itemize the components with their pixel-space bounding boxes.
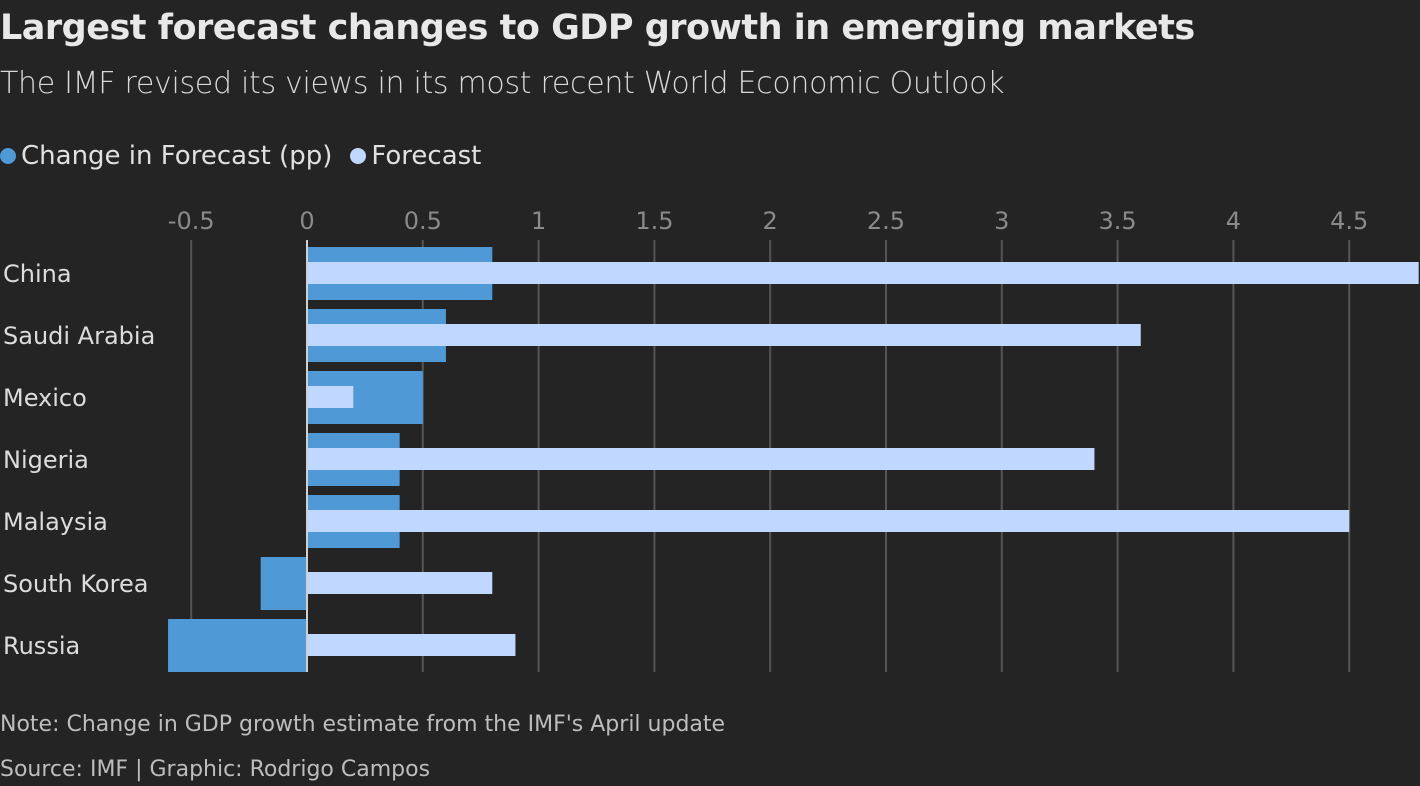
chart-subtitle: The IMF revised its views in its most re…	[0, 66, 1005, 101]
x-tick-label: 4.5	[1330, 207, 1368, 235]
bar-chart: -0.5 0 0.5 1 1.5 2 2.5 3 3.5 4 4.5 China Saudi Arabi…	[3, 207, 1419, 672]
x-tick-label: 2.5	[867, 207, 905, 235]
category-label: Malaysia	[3, 508, 108, 536]
x-tick-label: 2	[763, 207, 778, 235]
legend-dot-forecast-icon	[350, 148, 367, 164]
chart-note: Note: Change in GDP growth estimate from…	[0, 712, 726, 737]
legend-item-forecast: Forecast	[350, 141, 481, 171]
bar-forecast	[307, 634, 516, 656]
category-label: Nigeria	[3, 446, 89, 474]
category-label: Saudi Arabia	[3, 322, 155, 350]
x-tick-label: 0	[299, 207, 314, 235]
category-label: China	[3, 260, 72, 288]
legend: Change in Forecast (pp) Forecast	[0, 141, 481, 171]
legend-label-forecast: Forecast	[371, 141, 482, 171]
chart-source: Source: IMF | Graphic: Rodrigo Campos	[0, 757, 431, 782]
x-tick-label: 1	[531, 207, 546, 235]
category-label: South Korea	[3, 570, 148, 598]
x-tick-label: 4	[1226, 207, 1241, 235]
bar-forecast	[307, 510, 1350, 532]
chart-title: Largest forecast changes to GDP growth i…	[0, 8, 1195, 48]
category-label: Russia	[3, 632, 80, 660]
legend-label-change: Change in Forecast (pp)	[21, 141, 333, 171]
bar-forecast	[307, 386, 354, 408]
x-tick-label: 1.5	[635, 207, 673, 235]
x-tick-label: -0.5	[168, 207, 215, 235]
legend-item-change: Change in Forecast (pp)	[0, 141, 332, 171]
bar-change-in-forecast	[260, 557, 307, 610]
bar-forecast	[307, 572, 493, 594]
bar-forecast	[307, 262, 1419, 284]
x-tick-label: 3	[994, 207, 1009, 235]
x-tick-label: 0.5	[404, 207, 442, 235]
bar-forecast	[307, 448, 1095, 470]
legend-dot-change-icon	[0, 148, 16, 164]
category-label: Mexico	[3, 384, 87, 412]
x-tick-label: 3.5	[1099, 207, 1137, 235]
bar-forecast	[307, 324, 1141, 346]
bar-change-in-forecast	[168, 619, 307, 672]
